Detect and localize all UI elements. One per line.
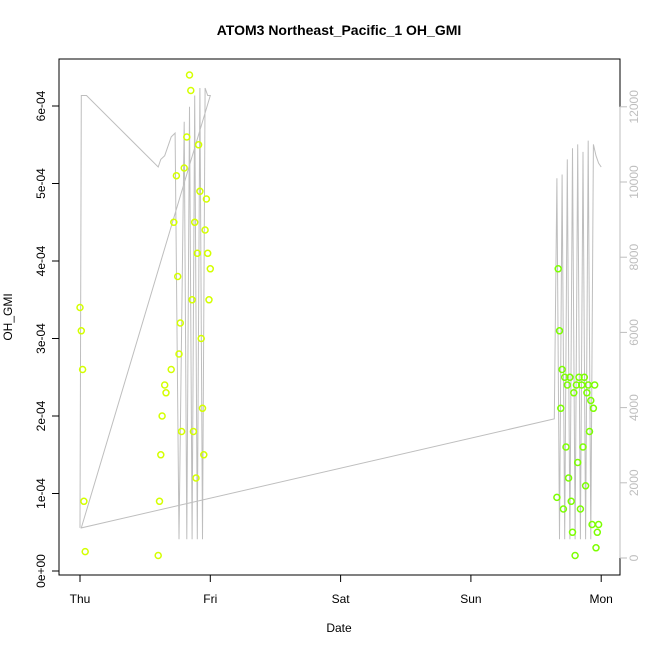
y-tick-label: 6e-04 [34, 90, 48, 121]
data-point [585, 427, 594, 436]
data-point [77, 327, 86, 335]
x-tick-label: Fri [203, 592, 217, 606]
data-point [587, 396, 595, 405]
data-point [175, 350, 183, 358]
data-point [167, 365, 175, 374]
data-point [202, 195, 211, 203]
data-point [170, 218, 178, 227]
data-point [158, 412, 166, 420]
y-tick-label: 4e-04 [34, 245, 48, 276]
data-point [205, 296, 213, 304]
data-point [567, 497, 575, 506]
data-point [580, 373, 589, 382]
chart-title: ATOM3 Northeast_Pacific_1 OH_GMI [217, 22, 462, 38]
data-point [194, 141, 203, 149]
data-point [190, 218, 199, 227]
data-point [557, 404, 565, 413]
data-point [553, 493, 561, 502]
axes-layer: Thu Fri Sat Sun Mon 0e+00 1e-04 2e-04 3e-04 4e-04… [34, 90, 641, 606]
data-point [590, 381, 599, 389]
data-point [155, 497, 164, 506]
y-tick-label: 1e-04 [34, 478, 48, 509]
data-point [576, 505, 585, 513]
data-point [78, 365, 87, 374]
x-tick-label: Thu [70, 592, 91, 606]
y-right-tick-label: 6000 [627, 319, 641, 346]
data-point [573, 458, 582, 467]
data-point [570, 389, 578, 397]
data-point [197, 334, 205, 343]
data-point [589, 404, 598, 413]
data-point [559, 505, 568, 513]
data-point [192, 474, 200, 482]
data-point [562, 443, 570, 451]
data-point [203, 249, 212, 258]
y-right-tick-label: 4000 [627, 394, 641, 421]
data-point [160, 381, 169, 389]
data-point [183, 133, 191, 141]
x-axis-label: Date [326, 621, 352, 635]
y-tick-label: 5e-04 [34, 168, 48, 199]
data-point [563, 381, 572, 389]
data-point [177, 427, 186, 436]
x-tick-label: Sat [332, 592, 351, 606]
y-tick-label: 2e-04 [34, 400, 48, 431]
data-point [173, 272, 182, 281]
data-point [185, 71, 194, 79]
data-point [571, 551, 579, 560]
data-point [555, 327, 564, 335]
y-axis-label: OH_GMI [1, 293, 15, 340]
x-tick-label: Sun [460, 592, 481, 606]
data-point [566, 373, 574, 382]
data-point [206, 265, 215, 273]
y-right-tick-label: 10000 [627, 165, 641, 199]
data-point [198, 404, 207, 413]
data-point [154, 551, 162, 560]
data-point [588, 520, 596, 529]
data-point [594, 520, 603, 529]
plot-frame [58, 58, 621, 576]
data-point [568, 528, 577, 537]
data-point [592, 544, 600, 552]
data-point [196, 187, 204, 196]
data-point [560, 373, 569, 382]
data-point [584, 381, 592, 389]
data-point [193, 249, 202, 258]
y-right-tick-label: 2000 [627, 469, 641, 496]
data-point [176, 319, 185, 327]
data-point [180, 164, 188, 172]
data-point [162, 389, 170, 397]
y-right-tick-label: 0 [627, 554, 641, 561]
data-point [200, 451, 208, 459]
data-point [188, 296, 196, 304]
data-point [76, 303, 84, 312]
y-tick-label: 3e-04 [34, 323, 48, 354]
x-tick-label: Mon [590, 592, 613, 606]
data-point [581, 482, 590, 490]
y-right-tick-label: 12000 [627, 90, 641, 124]
data-point [583, 389, 591, 397]
data-point [564, 474, 573, 482]
data-point [593, 528, 602, 537]
data-point [172, 171, 181, 180]
data-point [157, 451, 165, 459]
data-point [554, 265, 562, 273]
y-tick-label: 0e+00 [34, 554, 48, 588]
data-point [81, 547, 89, 556]
data-point [558, 365, 566, 374]
altitude-line [79, 87, 602, 540]
data-point [201, 226, 209, 234]
oh-points-layer [76, 71, 603, 560]
data-point [189, 427, 198, 436]
data-point [187, 86, 195, 95]
data-point [579, 443, 587, 451]
y-right-tick-label: 8000 [627, 244, 641, 271]
altitude-series-layer [79, 87, 602, 540]
data-point [80, 497, 88, 506]
